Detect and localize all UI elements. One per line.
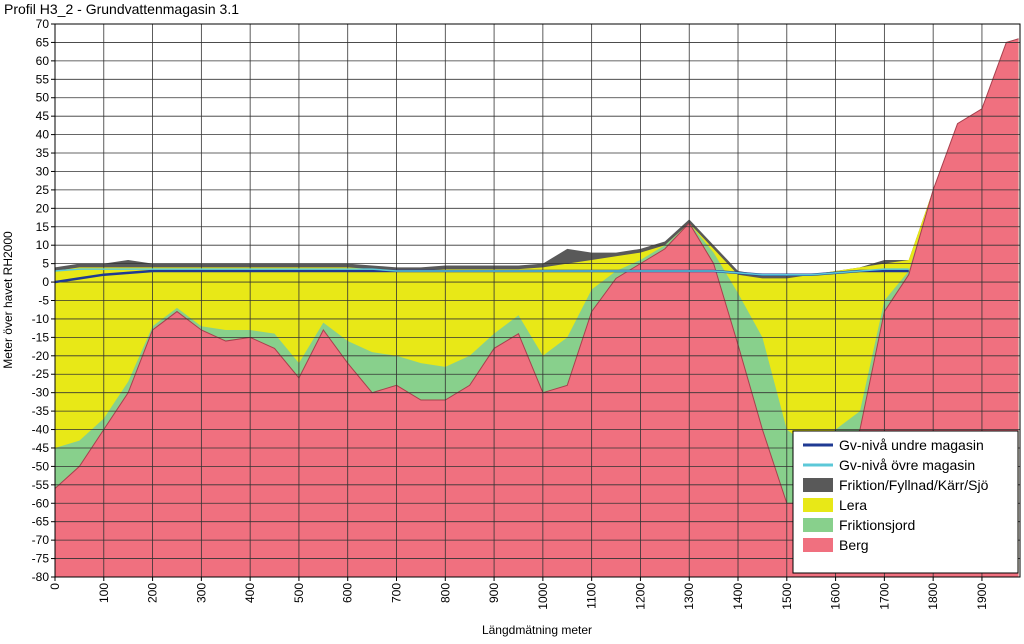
x-tick-label: 700 (390, 583, 404, 603)
y-tick-label: 5 (42, 257, 49, 271)
x-tick-label: 1800 (926, 583, 940, 610)
legend-swatch (803, 518, 833, 532)
x-tick-label: 100 (97, 583, 111, 603)
y-tick-label: 50 (36, 91, 50, 105)
y-tick-label: 20 (36, 201, 50, 215)
y-axis-label: Meter över havet RH2000 (1, 231, 15, 369)
legend-swatch (803, 478, 833, 492)
y-tick-label: 30 (36, 164, 50, 178)
legend-label: Lera (839, 497, 867, 513)
y-tick-label: -50 (32, 459, 50, 473)
y-tick-label: -15 (32, 330, 50, 344)
x-tick-label: 300 (194, 583, 208, 603)
y-tick-label: -55 (32, 478, 50, 492)
x-tick-label: 800 (438, 583, 452, 603)
y-tick-label: 10 (36, 238, 50, 252)
line-1 (54, 268, 909, 276)
y-tick-label: -25 (32, 367, 50, 381)
y-tick-label: -75 (32, 552, 50, 566)
y-tick-label: -40 (32, 423, 50, 437)
y-tick-label: -60 (32, 496, 50, 510)
legend-swatch (803, 498, 833, 512)
y-tick-label: -10 (32, 312, 50, 326)
y-tick-label: 25 (36, 183, 50, 197)
y-tick-label: -35 (32, 404, 50, 418)
y-tick-label: 35 (36, 146, 50, 160)
y-tick-label: 15 (36, 220, 50, 234)
y-tick-label: -30 (32, 386, 50, 400)
y-tick-label: 55 (36, 72, 50, 86)
x-axis-label: Längdmätning meter (482, 623, 592, 637)
y-tick-label: -45 (32, 441, 50, 455)
x-tick-label: 1300 (682, 583, 696, 610)
x-tick-label: 1700 (877, 583, 891, 610)
y-tick-label: 0 (42, 275, 49, 289)
y-tick-label: -70 (32, 533, 50, 547)
x-tick-label: 1200 (633, 583, 647, 610)
legend-label: Gv-nivå övre magasin (839, 457, 975, 473)
x-tick-label: 200 (146, 583, 160, 603)
x-tick-label: 1000 (536, 583, 550, 610)
y-tick-label: 45 (36, 109, 50, 123)
x-tick-label: 1900 (975, 583, 989, 610)
x-tick-label: 1100 (585, 583, 599, 609)
x-tick-label: 900 (487, 583, 501, 603)
legend-label: Friktionsjord (839, 517, 915, 533)
y-tick-label: 60 (36, 54, 50, 68)
y-tick-label: 65 (36, 35, 50, 49)
y-tick-label: -5 (38, 294, 49, 308)
x-tick-label: 1500 (780, 583, 794, 610)
x-tick-label: 500 (292, 583, 306, 603)
legend-label: Friktion/Fyllnad/Kärr/Sjö (839, 477, 989, 493)
y-tick-label: -20 (32, 349, 50, 363)
y-tick-label: 70 (36, 17, 50, 31)
y-tick-label: -80 (32, 570, 50, 584)
x-tick-label: 0 (48, 583, 62, 590)
x-tick-label: 1600 (829, 583, 843, 610)
legend-label: Gv-nivå undre magasin (839, 437, 984, 453)
y-tick-label: 40 (36, 128, 50, 142)
legend-label: Berg (839, 537, 869, 553)
chart-title: Profil H3_2 - Grundvattenmagasin 3.1 (4, 1, 239, 17)
area-5 (55, 38, 1019, 578)
x-tick-label: 1400 (731, 583, 745, 610)
legend-swatch (803, 538, 833, 552)
x-tick-label: 600 (341, 583, 355, 603)
y-tick-label: -65 (32, 515, 50, 529)
x-tick-label: 400 (243, 583, 257, 603)
